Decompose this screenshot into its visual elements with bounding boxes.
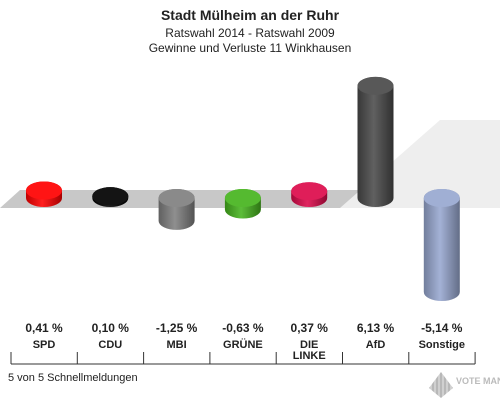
value-labels-group: 0,41 % 0,10 % -1,25 % -0,63 % 0,37 % 6,13 % -5… xyxy=(25,321,462,335)
category-label-sonstige: Sonstige xyxy=(419,339,465,351)
bar-die-linke xyxy=(291,182,328,207)
value-label-mbi: -1,25 % xyxy=(156,321,198,335)
bar-spd xyxy=(26,181,62,207)
category-label-mbi: MBI xyxy=(167,339,187,351)
category-label-cdu: CDU xyxy=(98,339,122,351)
category-label-gr-ne: GRÜNE xyxy=(223,338,263,351)
category-label-die-linke: DIE LINKE xyxy=(293,339,326,362)
axis-line xyxy=(10,352,476,365)
category-label-spd: SPD xyxy=(33,339,56,351)
bar-mbi xyxy=(158,189,195,230)
bar-sonstige xyxy=(423,189,460,302)
value-label-cdu: 0,10 % xyxy=(92,321,130,335)
bar-gr-ne xyxy=(224,189,261,219)
value-label-afd: 6,13 % xyxy=(357,321,395,335)
bar-cdu xyxy=(92,187,129,207)
chart-subtitle-election: Ratswahl 2014 - Ratswahl 2009 xyxy=(165,26,335,40)
category-label-afd: AfD xyxy=(366,339,386,351)
vote-manager-logo: VOTE MANAGER xyxy=(429,372,500,398)
value-label-sonstige: -5,14 % xyxy=(421,321,463,335)
chart-subtitle-district: Gewinne und Verluste 11 Winkhausen xyxy=(149,41,352,55)
watermark-text: VOTE MANAGER xyxy=(456,376,500,386)
category-axis: SPD CDU MBI GRÜNE DIE LINKE AfD Sonstige xyxy=(10,338,476,365)
chart-title: Stadt Mülheim an der Ruhr xyxy=(161,7,340,23)
value-label-die-linke: 0,37 % xyxy=(291,321,329,335)
value-label-gr-ne: -0,63 % xyxy=(222,321,264,335)
bar-afd xyxy=(357,76,394,207)
bars-group xyxy=(26,76,460,302)
reporting-status: 5 von 5 Schnellmeldungen xyxy=(8,372,138,384)
value-label-spd: 0,41 % xyxy=(25,321,63,335)
